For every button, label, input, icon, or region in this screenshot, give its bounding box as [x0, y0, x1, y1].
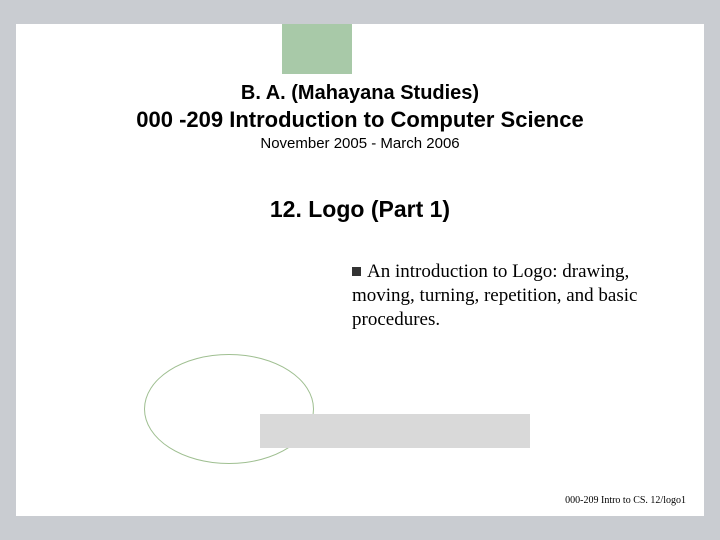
- square-bullet-icon: [352, 267, 361, 276]
- body-paragraph: An introduction to Logo: drawing, moving…: [352, 260, 672, 331]
- body-text: An introduction to Logo: drawing, moving…: [352, 261, 637, 330]
- degree-line: B. A. (Mahayana Studies): [16, 82, 704, 105]
- slide-container: B. A. (Mahayana Studies) 000 -209 Introd…: [16, 24, 704, 516]
- decorative-bar: [260, 414, 530, 448]
- chapter-title: 12. Logo (Part 1): [16, 196, 704, 223]
- footer-text: 000-209 Intro to CS. 12/logo1: [565, 495, 686, 506]
- course-line: 000 -209 Introduction to Computer Scienc…: [16, 107, 704, 133]
- dates-line: November 2005 - March 2006: [16, 135, 704, 152]
- accent-bar: [282, 24, 352, 74]
- slide-header: B. A. (Mahayana Studies) 000 -209 Introd…: [16, 82, 704, 152]
